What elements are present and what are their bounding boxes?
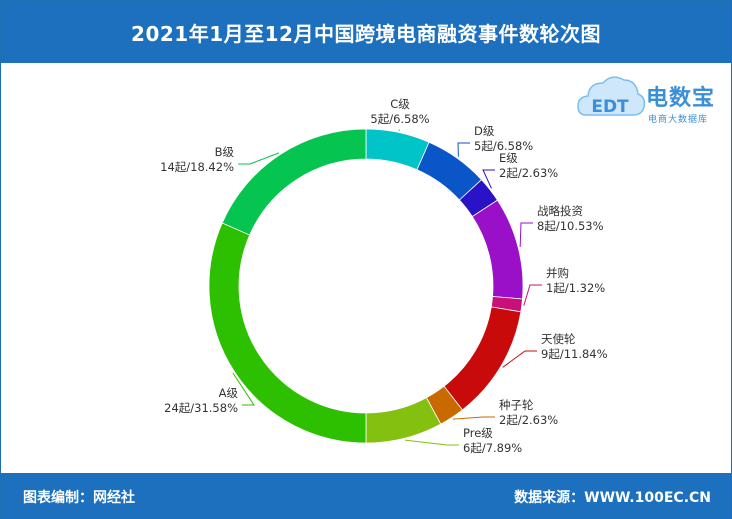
chart-title-text: 2021年1月至12月中国跨境电商融资事件数轮次图 [131, 21, 601, 46]
cloud-logo-icon: EDT [577, 76, 646, 117]
slice-name-label-3: 战略投资 [537, 204, 583, 218]
slice-value-label-3: 8起/10.53% [537, 219, 604, 233]
leader-line-7 [404, 439, 459, 446]
logo-subtitle: 电商大数据库 [648, 115, 709, 125]
chart-title: 2021年1月至12月中国跨境电商融资事件数轮次图 [1, 1, 731, 63]
slice-name-label-1: D级 [474, 124, 495, 138]
leader-lines [232, 129, 542, 446]
logo-mark-text: EDT [591, 97, 629, 117]
slice-3 [471, 199, 524, 300]
slice-9 [221, 128, 367, 236]
slice-value-label-9: 14起/18.42% [160, 160, 234, 174]
slice-value-label-0: 5起/6.58% [370, 112, 429, 126]
footer-source: 数据来源：WWW.100EC.CN [514, 490, 711, 506]
slice-value-label-2: 2起/2.63% [499, 166, 558, 180]
footer: 图表编制：网经社 数据来源：WWW.100EC.CN [1, 473, 731, 519]
leader-line-8 [232, 372, 255, 406]
slice-value-label-5: 9起/11.84% [541, 347, 608, 361]
slice-name-label-9: B级 [215, 145, 235, 159]
donut-slices [208, 128, 524, 444]
slice-name-label-6: 种子轮 [499, 398, 534, 412]
footer-credit: 图表编制：网经社 [23, 490, 135, 506]
leader-line-5 [502, 350, 537, 368]
slice-value-label-7: 6起/7.89% [463, 441, 522, 455]
slice-labels: C级5起/6.58%D级5起/6.58%E级2起/2.63%战略投资8起/10.… [160, 97, 607, 455]
slice-value-label-4: 1起/1.32% [546, 281, 605, 295]
slice-name-label-8: A级 [219, 386, 239, 400]
slice-value-label-1: 5起/6.58% [474, 139, 533, 153]
slice-name-label-7: Pre级 [463, 426, 493, 440]
slice-5 [443, 306, 522, 411]
slice-name-label-4: 并购 [546, 266, 569, 280]
slice-name-label-5: 天使轮 [541, 332, 576, 346]
slice-name-label-2: E级 [499, 151, 518, 165]
slice-value-label-8: 24起/31.58% [164, 401, 238, 415]
slice-value-label-6: 2起/2.63% [499, 413, 558, 427]
leader-line-2 [482, 169, 495, 189]
brand-logo: EDT 电数宝 电商大数据库 [576, 70, 726, 132]
leader-line-1 [457, 142, 470, 157]
slice-7 [365, 397, 442, 444]
logo-name: 电数宝 [646, 86, 716, 111]
leader-line-4 [523, 284, 542, 306]
leader-line-9 [238, 152, 280, 165]
leader-line-6 [452, 416, 495, 420]
slice-name-label-0: C级 [390, 97, 410, 111]
leader-line-3 [519, 222, 533, 247]
